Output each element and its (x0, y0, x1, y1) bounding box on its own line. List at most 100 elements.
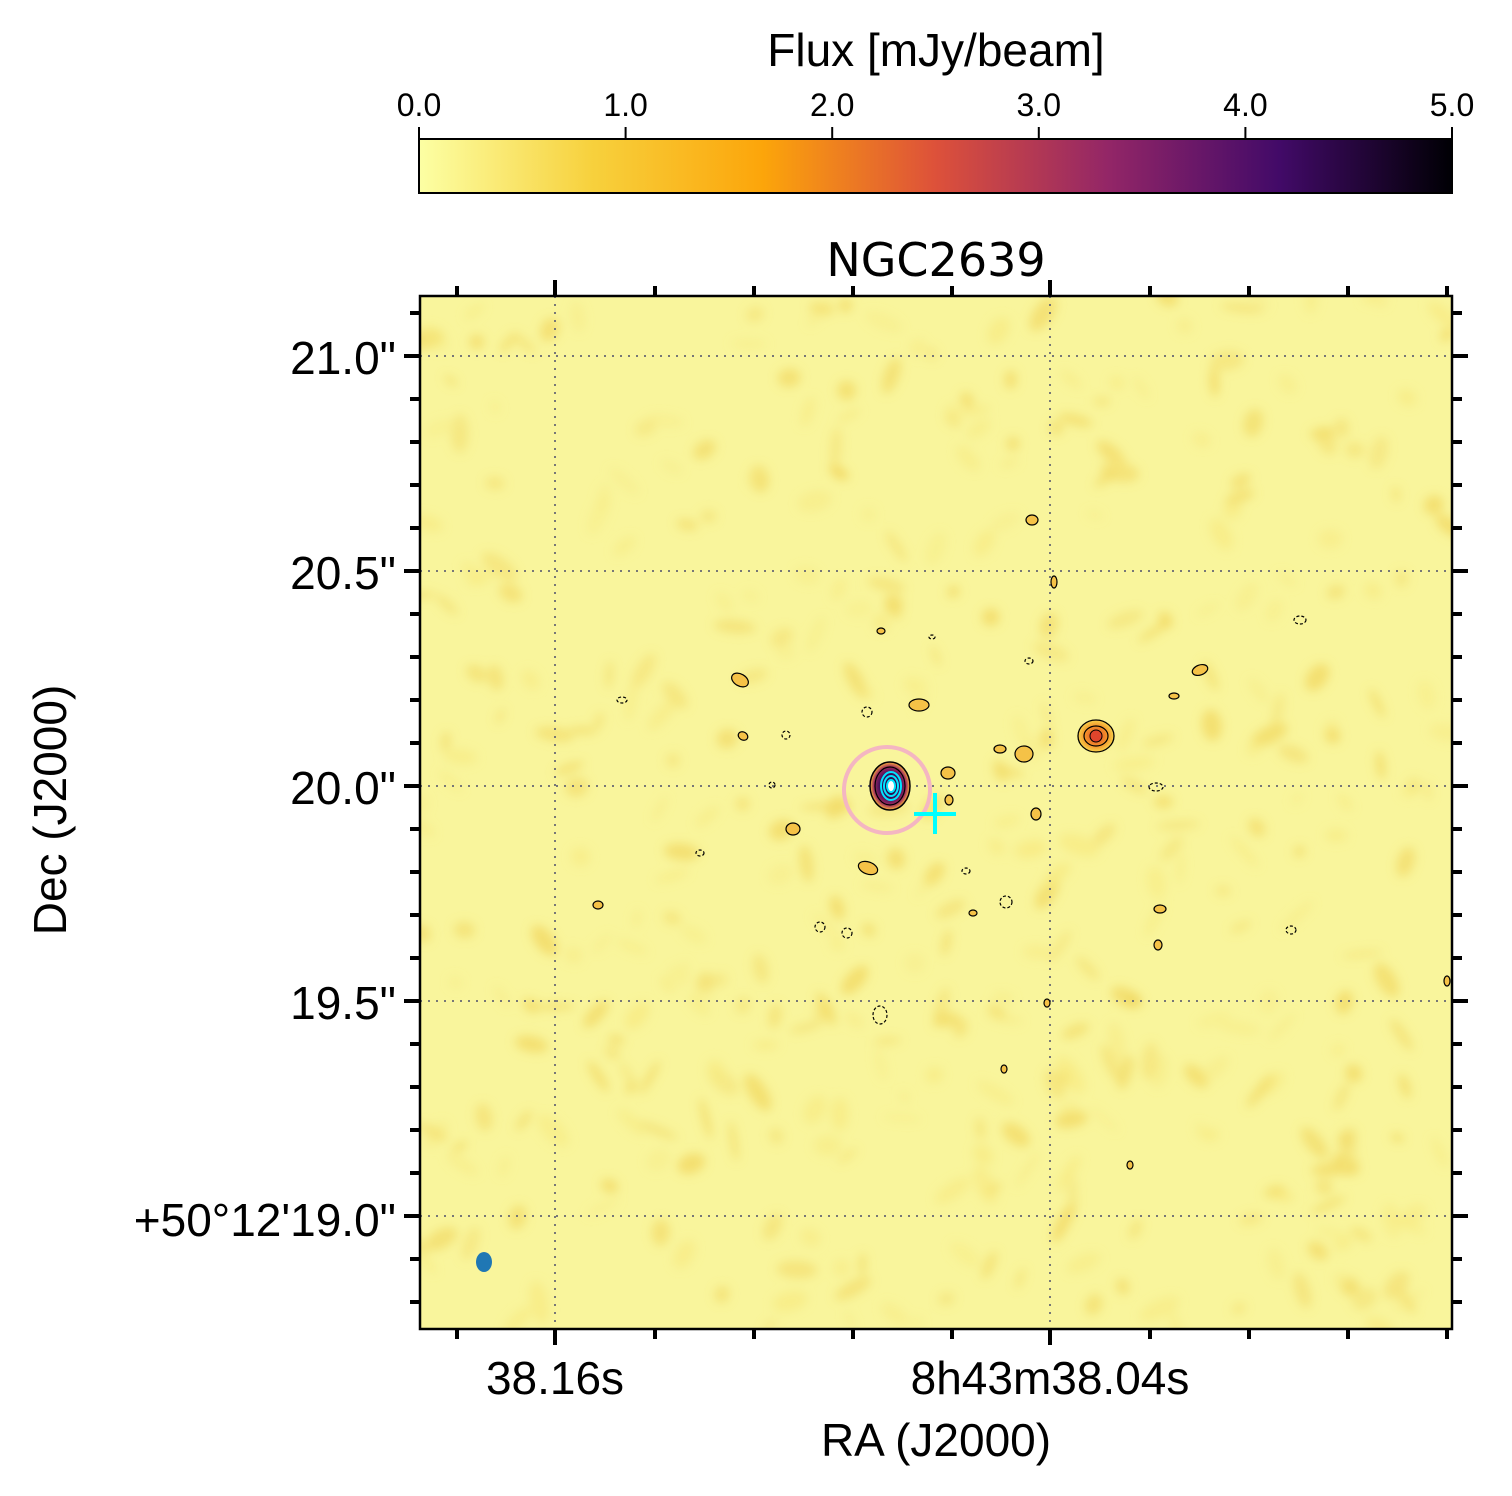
noise-blob (693, 439, 716, 460)
noise-blob (1334, 417, 1350, 438)
noise-blob (1246, 741, 1262, 756)
noise-blob (881, 357, 901, 394)
noise-blob (938, 1292, 955, 1306)
noise-blob (1375, 750, 1386, 780)
colorbar-gradient (418, 138, 1453, 194)
noise-blob (966, 419, 991, 439)
noise-blob (646, 1149, 671, 1171)
noise-blob (453, 921, 476, 939)
noise-blob (1056, 1155, 1081, 1192)
beam-ellipse (476, 1252, 492, 1272)
noise-blob (1268, 1013, 1296, 1041)
contour-island (1126, 1160, 1134, 1170)
noise-blob (1133, 377, 1149, 399)
noise-blob (420, 1253, 436, 1274)
noise-blob (776, 1260, 818, 1279)
noise-blob (768, 1003, 782, 1029)
noise-blob (498, 1155, 510, 1177)
noise-blob (1176, 852, 1185, 884)
noise-blob (1315, 1178, 1333, 1196)
noise-blob (735, 997, 751, 1014)
axis-ticks (404, 280, 1468, 1345)
noise-blob (1417, 680, 1436, 710)
secondary-source (1077, 719, 1115, 753)
noise-blob (1248, 818, 1266, 837)
noise-blob (908, 1316, 924, 1329)
noise-blob (1373, 963, 1400, 998)
noise-blob (660, 976, 675, 993)
noise-blob (1246, 1073, 1274, 1108)
noise-blob (742, 589, 759, 603)
noise-blob (707, 1059, 726, 1085)
noise-blob (834, 1276, 872, 1301)
noise-blob (652, 796, 667, 822)
noise-blob (735, 797, 750, 811)
noise-blob (696, 972, 715, 992)
noise-blob (1390, 1133, 1404, 1142)
noise-blob (511, 332, 536, 354)
chart-title: NGC2639 (826, 233, 1045, 287)
noise-blob (435, 594, 459, 616)
noise-blob (601, 1178, 619, 1193)
noise-blob (493, 985, 510, 1008)
noise-blob (1278, 744, 1309, 763)
noise-blob (1423, 495, 1444, 515)
noise-blob (1093, 397, 1111, 406)
noise-blob (831, 577, 846, 601)
contour-island (993, 744, 1007, 754)
noise-blob (587, 1060, 609, 1092)
noise-blob (837, 1148, 858, 1164)
noise-blob (508, 1205, 527, 1230)
negative-contour (861, 706, 873, 718)
negative-contour (814, 921, 826, 933)
noise-blob (776, 644, 795, 660)
noise-blob (1318, 529, 1343, 549)
noise-blob (1120, 776, 1148, 794)
contour-island (968, 909, 978, 917)
noise-blob (1231, 1302, 1246, 1315)
noise-blob (521, 670, 540, 690)
contour-island (876, 627, 886, 635)
noise-blob (1066, 1252, 1101, 1274)
y-tick-label-5: 21.0" (290, 332, 396, 384)
noise-blob (583, 1000, 609, 1028)
noise-blob (1051, 1204, 1074, 1243)
noise-blob (1128, 1218, 1143, 1240)
noise-blob (1230, 836, 1259, 867)
noise-blob (1263, 1185, 1285, 1198)
noise-blob (909, 339, 926, 358)
noise-blob (947, 585, 960, 598)
x-tick-label-2: 8h43m38.04s (911, 1352, 1190, 1404)
noise-blob (1334, 1237, 1353, 1251)
noise-blob (768, 864, 793, 885)
noise-blob (1075, 956, 1100, 981)
negative-contour (961, 867, 971, 875)
noise-blob (1278, 374, 1297, 394)
noise-blob (655, 869, 689, 883)
noise-blob (1044, 1069, 1066, 1099)
noise-blob (1015, 1268, 1026, 1289)
noise-blob (1108, 1021, 1126, 1064)
noise-blob (498, 583, 523, 603)
contour-island (1050, 575, 1058, 589)
noise-blob (1429, 723, 1452, 742)
contour-island (1000, 1064, 1008, 1074)
colorbar-label: Flux [mJy/beam] (767, 24, 1104, 76)
colorbar-tick-label: 3.0 (1017, 87, 1061, 123)
negative-contour (616, 696, 628, 704)
noise-blob (1060, 370, 1082, 389)
noise-blob (714, 1286, 730, 1303)
noise-blob (499, 334, 516, 353)
noise-blob (861, 684, 875, 700)
noise-blob (1209, 366, 1220, 398)
noise-blob (568, 726, 597, 735)
noise-blob (1054, 1111, 1088, 1128)
noise-blob (446, 1152, 478, 1176)
negative-contour (695, 849, 705, 857)
noise-blob (1090, 1107, 1118, 1132)
noise-blob (885, 595, 902, 620)
noise-blob (529, 1281, 549, 1324)
noise-blob (597, 483, 611, 513)
noise-blob (537, 1114, 569, 1147)
